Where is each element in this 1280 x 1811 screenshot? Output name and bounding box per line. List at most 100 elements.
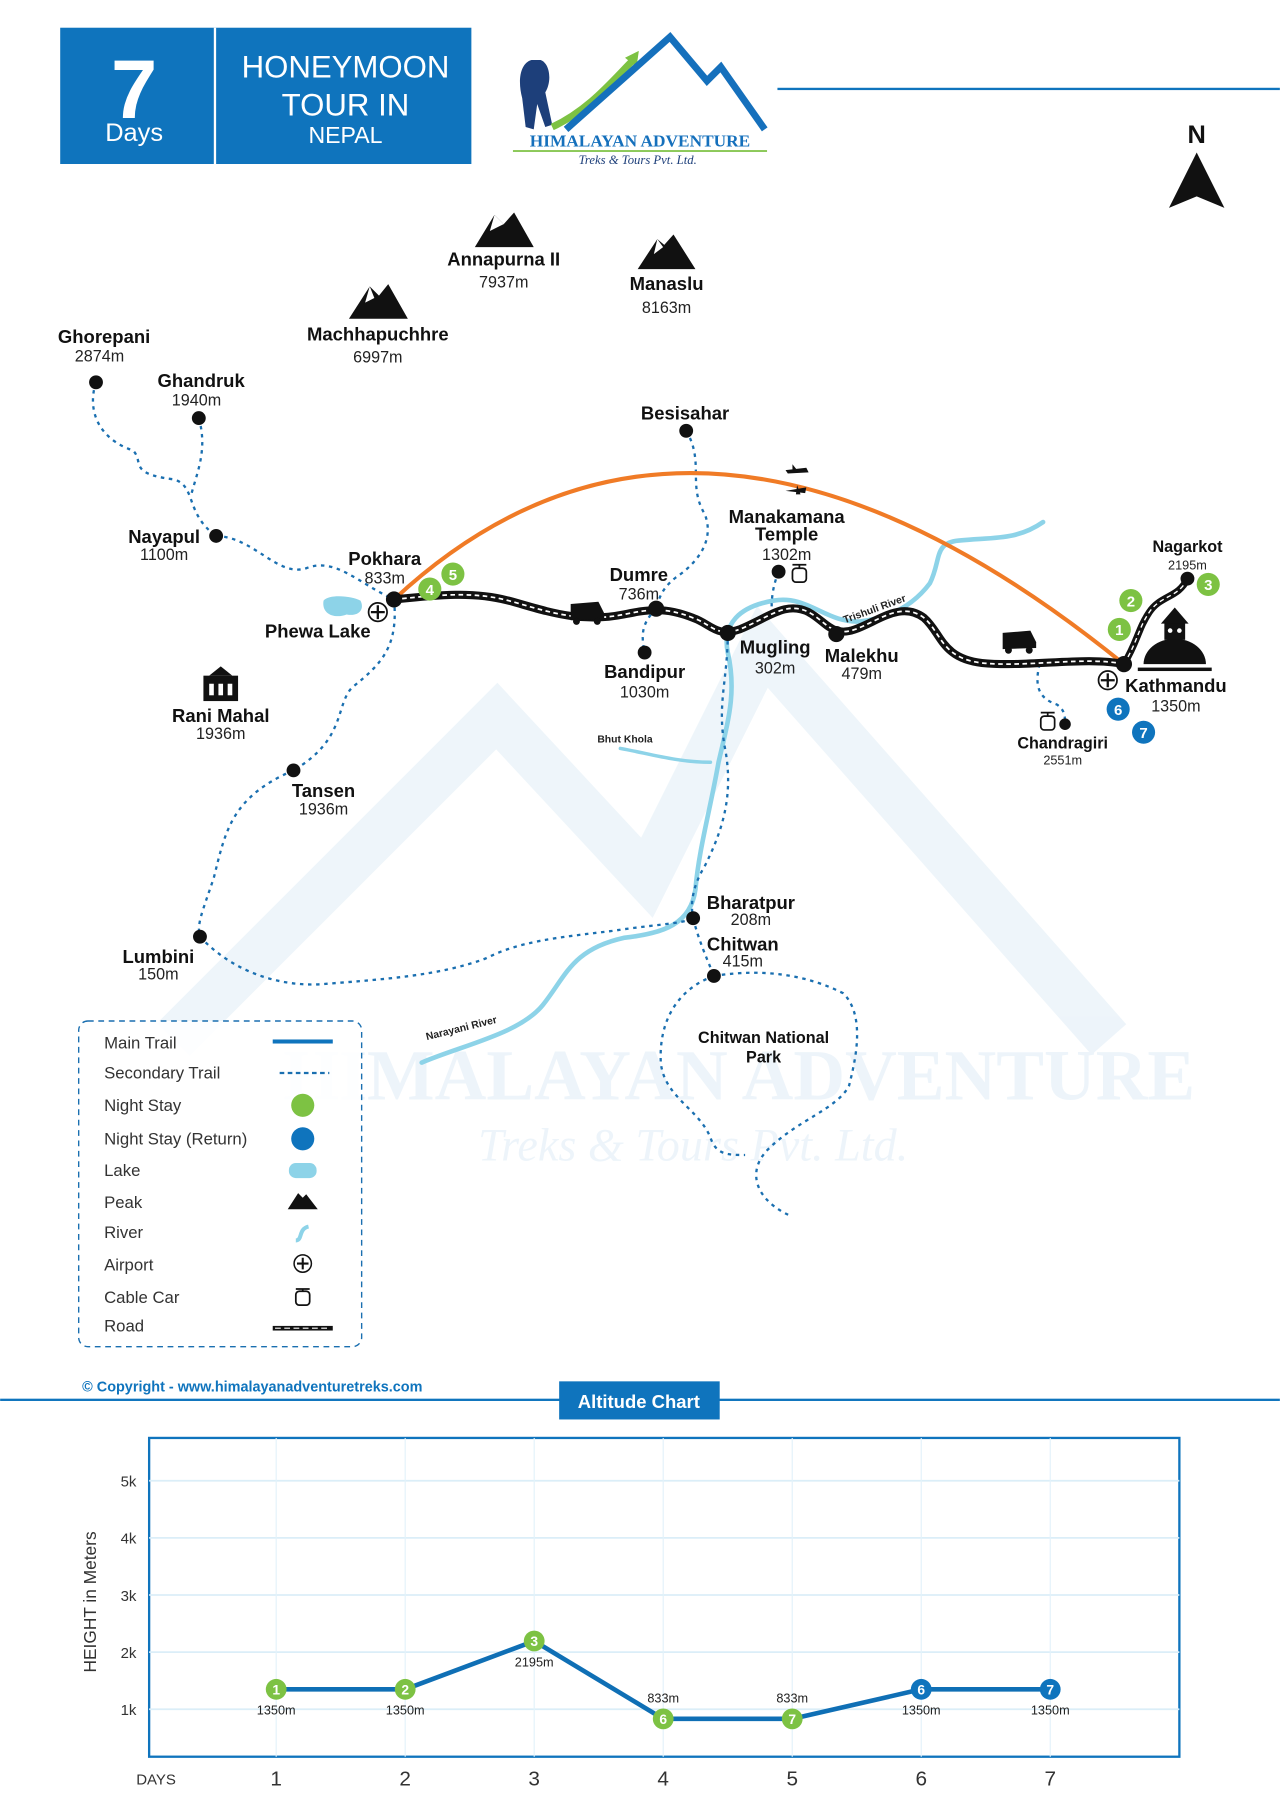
- logo-name: HIMALAYAN ADVENTURE: [530, 132, 750, 151]
- secondary-trails: [91, 381, 1067, 1218]
- road-swatch: [272, 1325, 333, 1331]
- place-name: Chitwan: [707, 934, 779, 955]
- lake-icon: [323, 596, 362, 617]
- place-elevation: 479m: [842, 665, 882, 683]
- altitude-value-label: 1350m: [257, 1704, 296, 1718]
- days-label: Days: [105, 119, 163, 147]
- legend-label: River: [104, 1223, 143, 1242]
- map-legend: Main Trail Secondary Trail Night Stay Ni…: [77, 1020, 363, 1348]
- x-tick-label: 7: [1044, 1768, 1056, 1791]
- watermark-tagline: Treks & Tours Pvt. Ltd.: [478, 1120, 908, 1171]
- y-tick-label: 4k: [121, 1531, 137, 1548]
- altitude-point-label: 6: [917, 1682, 925, 1698]
- place-elevation: 208m: [731, 911, 771, 929]
- altitude-point: [910, 1678, 932, 1700]
- north-arrow: N: [1168, 121, 1225, 208]
- altitude-chart-label: Altitude Chart: [578, 1391, 700, 1412]
- place-elevation: 1100m: [140, 546, 188, 564]
- place-elevation: 415m: [723, 953, 763, 971]
- altitude-point: [781, 1708, 803, 1730]
- altitude-point-label: 7: [788, 1711, 796, 1727]
- night-stay-badges: 1 2 3 4 5 6 7: [418, 562, 1220, 744]
- x-tick-label: 2: [399, 1768, 411, 1791]
- title-line-3: NEPAL: [308, 122, 382, 148]
- legend-label: Road: [104, 1317, 144, 1336]
- place-elevation: 1350m: [1151, 697, 1200, 715]
- peak-name: Machhapuchhre: [307, 324, 449, 345]
- place-name: Bandipur: [604, 661, 685, 682]
- place-name: Nagarkot: [1152, 538, 1223, 556]
- night-stay-badge: 4: [426, 582, 435, 599]
- bhut-khola-label: Bhut Khola: [597, 735, 653, 746]
- title-line-2: TOUR IN: [282, 87, 410, 122]
- legend-label: Night Stay: [104, 1096, 182, 1115]
- header-rule: [777, 87, 1280, 91]
- x-axis-label: DAYS: [136, 1771, 176, 1788]
- place-elevation: 150m: [138, 965, 178, 983]
- night-stay-return-badge: 7: [1139, 725, 1147, 742]
- lake-icon: [288, 1163, 317, 1179]
- place-name: Phewa Lake: [265, 621, 371, 642]
- altitude-point: [652, 1708, 674, 1730]
- y-tick-label: 2k: [121, 1645, 137, 1662]
- place-elevation: 2195m: [1168, 558, 1207, 572]
- place-elevation: 1936m: [299, 800, 348, 818]
- place-name: Pokhara: [348, 548, 422, 569]
- altitude-chart-button[interactable]: Altitude Chart: [559, 1381, 720, 1420]
- place-name: Temple: [755, 524, 818, 545]
- place-elevation: 736m: [619, 585, 659, 603]
- river-icon: [295, 1224, 310, 1243]
- place-markers: [89, 375, 1195, 983]
- company-logo: HIMALAYAN ADVENTURE Treks & Tours Pvt. L…: [512, 32, 768, 167]
- altitude-point: [394, 1678, 416, 1700]
- watermark-title: HIMALAYAN ADVENTURE: [283, 1037, 1195, 1116]
- north-arrow-icon: [1168, 152, 1225, 208]
- place-elevation: 2874m: [75, 348, 124, 366]
- place-name: Ghorepani: [58, 326, 150, 347]
- place-elevation: 1030m: [620, 684, 669, 702]
- altitude-value-label: 833m: [776, 1692, 808, 1706]
- x-tick-label: 3: [528, 1768, 540, 1791]
- place-name: Dumre: [610, 564, 669, 585]
- night-stay-badge: 2: [1127, 593, 1135, 610]
- title-line-1: HONEYMOON: [242, 49, 450, 84]
- place-name: Besisahar: [641, 402, 729, 423]
- place-elevation: 1940m: [172, 391, 221, 409]
- peak-elevation: 6997m: [353, 349, 402, 367]
- days-number: 7: [111, 43, 157, 136]
- airport-icon: [293, 1254, 313, 1273]
- legend-label: Secondary Trail: [104, 1064, 220, 1083]
- watermark: HIMALAYAN ADVENTURE Treks & Tours Pvt. L…: [157, 605, 1195, 1171]
- altitude-value-label: 833m: [647, 1692, 679, 1706]
- place-elevation: 833m: [365, 569, 405, 587]
- airplane-icon: [785, 464, 809, 495]
- altitude-value-label: 1350m: [1031, 1704, 1070, 1718]
- place-elevation: 1302m: [762, 546, 811, 564]
- place-name: Lumbini: [122, 946, 194, 967]
- main-road: [393, 576, 1191, 669]
- place-name: Chitwan National: [698, 1029, 829, 1047]
- place-elevation: 302m: [755, 659, 795, 677]
- legend-label: Cable Car: [104, 1288, 180, 1307]
- place-name: Mugling: [740, 637, 811, 658]
- peak-elevation: 8163m: [642, 299, 691, 317]
- north-label: N: [1188, 121, 1206, 149]
- altitude-point-label: 1: [272, 1682, 280, 1698]
- altitude-point-label: 6: [659, 1711, 667, 1727]
- legend-label: Lake: [104, 1161, 140, 1180]
- peak-elevation: 7937m: [479, 274, 528, 292]
- x-tick-label: 4: [657, 1768, 669, 1791]
- altitude-point: [1039, 1678, 1061, 1700]
- night-stay-badge: 1: [1115, 622, 1123, 639]
- night-stay-swatch: [291, 1093, 315, 1117]
- airport-icon: [1097, 670, 1118, 691]
- flight-route: [392, 471, 1126, 666]
- place-name: Chandragiri: [1017, 734, 1108, 752]
- night-stay-badge: 3: [1204, 577, 1212, 594]
- copyright-text[interactable]: © Copyright - www.himalayanadventuretrek…: [82, 1380, 422, 1396]
- place-elevation: 1936m: [196, 725, 245, 743]
- chart-frame: [147, 1436, 1181, 1758]
- x-tick-label: 6: [915, 1768, 927, 1791]
